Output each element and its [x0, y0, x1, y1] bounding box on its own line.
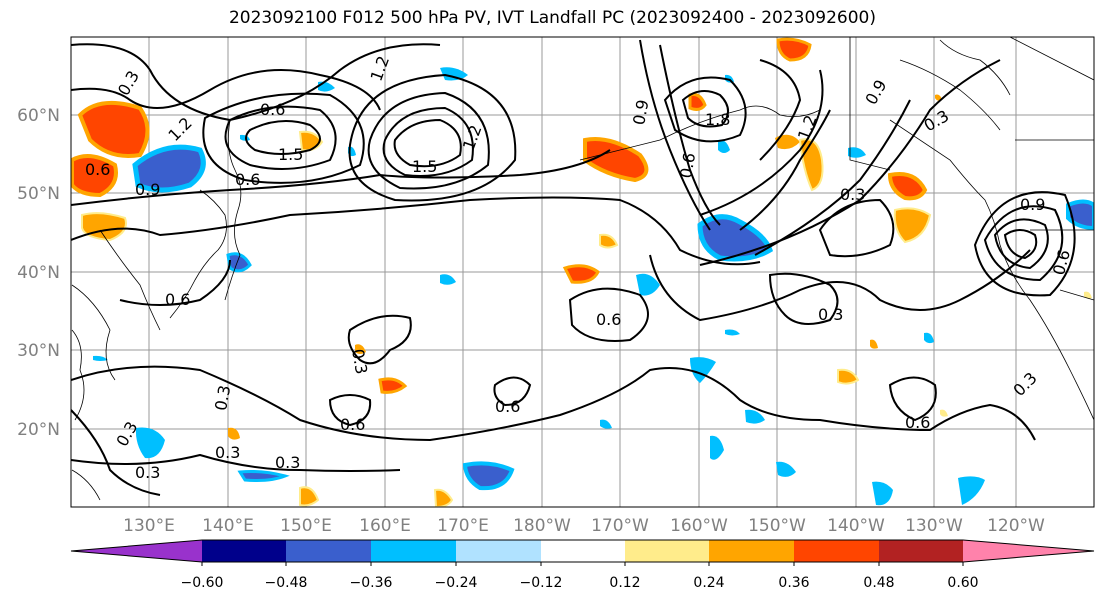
contour-label: 0.9 — [1020, 195, 1045, 214]
contour-label: 0.6 — [596, 310, 621, 329]
longitude-label: 170°E — [437, 516, 489, 536]
longitude-label: 140°W — [827, 516, 885, 536]
contour-label: 1.8 — [705, 110, 730, 129]
contour-label: 0.6 — [260, 100, 285, 119]
longitude-label: 150°W — [748, 516, 806, 536]
contour-label: 1.5 — [412, 157, 437, 176]
colorbar-bin — [879, 540, 963, 562]
coastlines — [71, 37, 1094, 501]
negative-anomaly-shading — [93, 67, 1094, 506]
longitude-label: 160°W — [670, 516, 728, 536]
latitude-label: 60°N — [17, 106, 60, 126]
colorbar-tick-label: −0.24 — [435, 575, 478, 591]
longitude-label: 180°W — [513, 516, 571, 536]
contour-label: 0.6 — [340, 415, 365, 434]
contour-label: 0.6 — [85, 160, 110, 179]
longitude-label: 150°E — [280, 516, 332, 536]
colorbar-tick-label: 0.12 — [609, 575, 640, 591]
colorbar-bin — [794, 540, 879, 562]
contour-label: 0.3 — [211, 384, 234, 412]
map-panel: 0.3 0.6 1.2 1.5 0.9 0.6 1.5 1.2 1.2 0.6 … — [71, 37, 1094, 507]
contour-label: 1.5 — [278, 145, 303, 164]
contour-label: 0.6 — [235, 170, 260, 189]
longitude-label: 160°E — [359, 516, 411, 536]
latitude-label: 30°N — [17, 341, 60, 361]
colorbar-extend-min — [71, 540, 202, 562]
contour-label: 0.6 — [905, 413, 930, 432]
contour-label: 0.3 — [135, 463, 160, 482]
latitude-labels: 60°N 50°N 40°N 30°N 20°N — [17, 106, 60, 440]
longitude-label: 140°E — [202, 516, 254, 536]
contour-label: 0.6 — [495, 397, 520, 416]
colorbar-bin — [286, 540, 371, 562]
colorbar-bin — [202, 540, 286, 562]
contour-label: 0.9 — [629, 98, 652, 126]
map-frame — [70, 36, 1095, 508]
colorbar-tick-label: 0.36 — [778, 575, 809, 591]
contour-label: 0.9 — [135, 180, 160, 199]
longitude-label: 130°E — [123, 516, 175, 536]
contour-label: 0.6 — [165, 290, 190, 309]
contour-label: 0.3 — [818, 305, 843, 324]
longitude-label: 170°W — [591, 516, 649, 536]
colorbar — [70, 539, 1095, 563]
latitude-label: 20°N — [17, 420, 60, 440]
pv-contours — [71, 39, 1076, 496]
colorbar-bin — [456, 540, 541, 562]
longitude-label: 120°W — [987, 516, 1045, 536]
latitude-label: 50°N — [17, 184, 60, 204]
colorbar-tick-label: −0.12 — [520, 575, 563, 591]
colorbar-tick-label: 0.24 — [693, 575, 724, 591]
colorbar-tick-labels: −0.60 −0.48 −0.36 −0.24 −0.12 0.12 0.24 0.36 0.4… — [181, 562, 979, 591]
contour-label: 0.3 — [348, 347, 371, 375]
longitude-labels: 130°E 140°E 150°E 160°E 170°E 180°W 170°W 160°W… — [123, 516, 1045, 536]
colorbar-tick-label: 0.60 — [947, 575, 978, 591]
colorbar-extend-max — [963, 540, 1094, 562]
colorbar-bin — [371, 540, 456, 562]
colorbar-tick-label: −0.36 — [350, 575, 393, 591]
contour-label: 0.3 — [275, 453, 300, 472]
colorbar-bin — [541, 540, 625, 562]
contour-label: 0.3 — [840, 185, 865, 204]
colorbar-bin — [625, 540, 709, 562]
colorbar-bin — [709, 540, 794, 562]
colorbar-tick-label: −0.48 — [265, 575, 308, 591]
latitude-label: 40°N — [17, 263, 60, 283]
contour-label: 0.3 — [215, 443, 240, 462]
colorbar-tick-label: 0.48 — [863, 575, 894, 591]
map-title: 2023092100 F012 500 hPa PV, IVT Landfall… — [228, 8, 876, 28]
contour-label: 0.6 — [676, 151, 699, 179]
longitude-label: 130°W — [905, 516, 963, 536]
colorbar-tick-label: −0.60 — [181, 575, 224, 591]
